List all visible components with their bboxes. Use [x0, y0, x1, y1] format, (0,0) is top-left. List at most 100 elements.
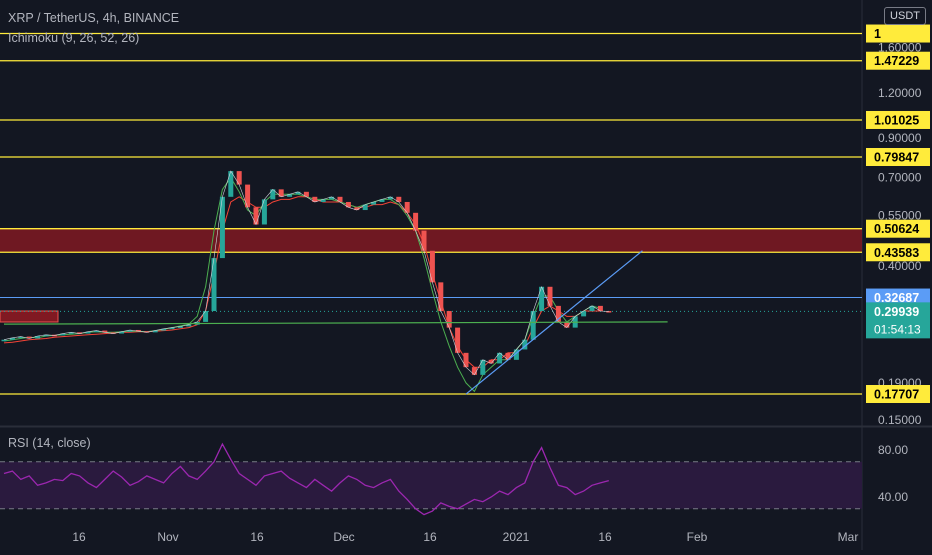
price-candle: [77, 332, 83, 334]
rsi-legend[interactable]: RSI (14, close): [8, 436, 91, 450]
price-candle: [379, 199, 385, 202]
price-tick-label: 0.55000: [878, 209, 922, 223]
time-tick-label: Mar: [838, 530, 859, 544]
level-label-3: 0.79847: [874, 151, 919, 165]
price-candle: [337, 196, 343, 202]
price-candle: [606, 311, 612, 313]
rsi-tick-label: 80.00: [878, 443, 908, 457]
price-candle: [471, 367, 477, 375]
time-tick-label: 16: [250, 530, 264, 544]
level-label-6-bg: [866, 385, 930, 403]
level-label-5: 0.43583: [874, 246, 919, 260]
price-candle: [110, 332, 116, 334]
time-tick-label: Nov: [157, 530, 178, 544]
level-label-3-bg: [866, 148, 930, 166]
price-candle: [295, 191, 301, 195]
time-tick-label: Feb: [687, 530, 708, 544]
symbol-legend[interactable]: XRP / TetherUS, 4h, BINANCE: [8, 11, 180, 25]
price-candle: [1, 339, 7, 342]
trend-line-1[interactable]: [3, 321, 668, 325]
currency-badge[interactable]: USDT: [884, 7, 926, 25]
price-candle: [127, 329, 133, 332]
price-candle: [135, 329, 141, 332]
price-candle: [35, 335, 41, 339]
price-candle: [539, 286, 545, 312]
price-tick-label: 1.60000: [878, 41, 922, 55]
blue-level-label: 0.32687: [874, 291, 919, 305]
countdown-label: 01:54:13: [874, 322, 921, 336]
price-candle: [320, 199, 326, 202]
price-candle: [597, 305, 603, 312]
price-candle: [589, 305, 595, 312]
price-tick-label: 0.70000: [878, 171, 922, 185]
price-candle: [303, 191, 309, 197]
time-tick-label: 16: [598, 530, 612, 544]
price-candle: [68, 332, 74, 334]
level-label-2: 1.01025: [874, 113, 919, 127]
price-candle: [329, 196, 335, 200]
price-candle: [421, 230, 427, 251]
price-candle: [9, 337, 15, 340]
price-candle: [245, 184, 251, 208]
time-tick-label: Dec: [333, 530, 354, 544]
price-candle: [396, 196, 402, 202]
price-candle: [312, 196, 318, 202]
level-label-2-bg: [866, 110, 930, 129]
price-candle: [547, 286, 553, 306]
price-tick-label: 1.20000: [878, 86, 922, 100]
price-candle: [505, 352, 511, 360]
price-candle: [530, 311, 536, 340]
price-candle: [480, 359, 486, 375]
price-tick-label: 0.15000: [878, 413, 922, 427]
price-tick-label: 0.90000: [878, 131, 922, 145]
rsi-band: [0, 461, 862, 509]
level-label-1-bg: [866, 51, 930, 70]
price-candle: [144, 331, 150, 333]
resistance-zone: [0, 228, 862, 253]
price-candle: [513, 349, 519, 360]
price-candle: [404, 201, 410, 213]
level-label-1: 1.47229: [874, 54, 919, 68]
ichimoku-legend[interactable]: Ichimoku (9, 26, 52, 26): [8, 31, 140, 45]
price-candle: [345, 201, 351, 208]
price-candle: [270, 189, 276, 200]
price-candle: [287, 194, 293, 197]
price-candle: [119, 331, 125, 334]
price-candle: [169, 327, 175, 330]
price-candle: [354, 207, 360, 211]
price-candle: [522, 339, 528, 350]
price-candle: [60, 333, 66, 336]
price-candle: [43, 334, 49, 337]
previous-zone-marker: [0, 310, 59, 323]
price-candle: [253, 207, 259, 225]
price-candle: [161, 328, 167, 331]
price-candle: [455, 327, 461, 353]
time-tick-label: 16: [72, 530, 86, 544]
price-tick-label: 0.40000: [878, 259, 922, 273]
price-candle: [177, 326, 183, 328]
level-label-0: 1: [874, 27, 881, 41]
level-label-4: 0.50624: [874, 222, 919, 236]
price-candle: [85, 331, 91, 334]
price-candle: [219, 196, 225, 259]
price-candle: [564, 321, 570, 328]
level-label-4-bg: [866, 219, 930, 238]
price-candle: [446, 311, 452, 328]
price-candle: [152, 330, 158, 333]
last-price-label: 0.29939: [874, 305, 919, 319]
level-label-5-bg: [866, 243, 930, 262]
price-candle: [413, 212, 419, 231]
last-price-label-bg: [866, 302, 930, 339]
blue-level-label-bg: [866, 288, 930, 307]
level-label-6: 0.17707: [874, 388, 919, 402]
price-candle: [211, 258, 217, 312]
price-candle: [387, 196, 393, 200]
price-candle: [429, 250, 435, 283]
price-candle: [371, 201, 377, 205]
price-candle: [497, 352, 503, 364]
price-candle: [438, 282, 444, 312]
price-candle: [278, 189, 284, 197]
price-candle: [463, 352, 469, 368]
